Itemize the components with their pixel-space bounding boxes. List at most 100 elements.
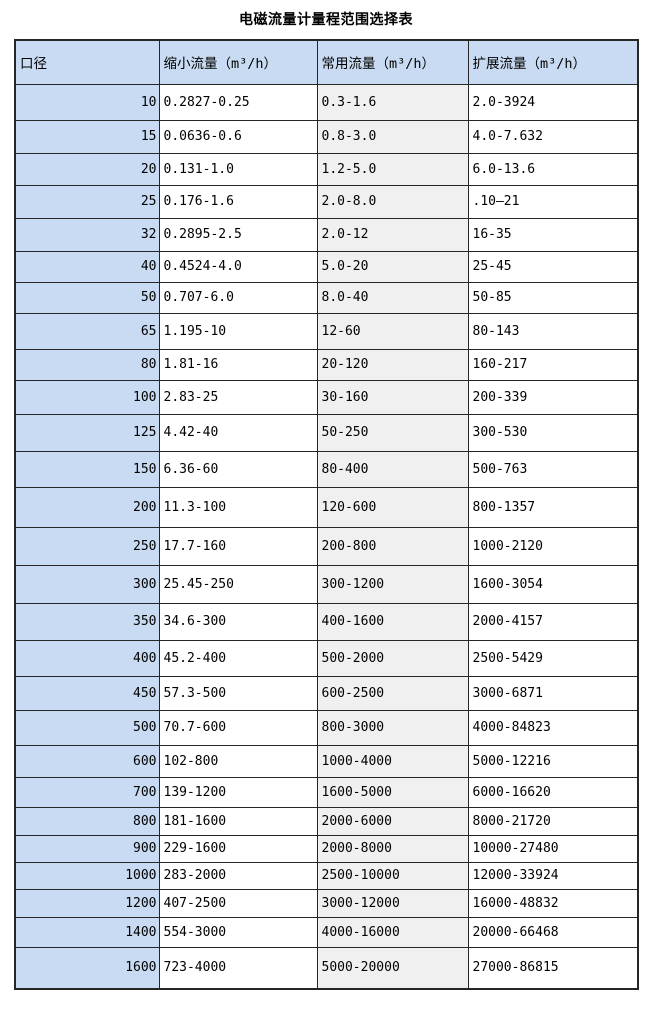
- diameter-cell: 1200: [14, 888, 160, 918]
- table-row: 150 6.36-60 80-400 500-763: [14, 450, 639, 488]
- flow-range-cell: 12-60: [316, 312, 469, 350]
- flow-range-cell: 0.176-1.6: [158, 184, 318, 219]
- table-row: 100 2.83-25 30-160 200-339: [14, 379, 639, 415]
- diameter-cell: 150: [14, 450, 160, 488]
- flow-range-cell: 1.2-5.0: [316, 152, 469, 186]
- flow-range-cell: 0.707-6.0: [158, 281, 318, 314]
- diameter-cell: 20: [14, 152, 160, 186]
- table-row: 800 181-1600 2000-6000 8000-21720: [14, 806, 639, 836]
- flow-range-cell: 0.4524-4.0: [158, 250, 318, 283]
- flow-range-cell: 300-530: [467, 413, 639, 452]
- flow-range-cell: 300-1200: [316, 564, 469, 604]
- flow-range-cell: 800-3000: [316, 709, 469, 746]
- flow-range-cell: 500-763: [467, 450, 639, 488]
- flow-range-cell: 283-2000: [158, 861, 318, 890]
- flow-range-cell: 3000-6871: [467, 675, 639, 711]
- table-row: 400 45.2-400 500-2000 2500-5429: [14, 639, 639, 677]
- flow-range-cell: 1600-3054: [467, 564, 639, 604]
- table-body: 10 0.2827-0.25 0.3-1.6 2.0-3924 15 0.0636-0.6…: [14, 83, 639, 990]
- flow-range-cell: 723-4000: [158, 946, 318, 990]
- flow-range-table: 口径 缩小流量（m³/h） 常用流量（m³/h） 扩展流量（m³/h） 10 0.282…: [14, 39, 639, 990]
- diameter-cell: 600: [14, 744, 160, 778]
- flow-range-cell: 6000-16620: [467, 776, 639, 808]
- flow-range-cell: 10000-27480: [467, 834, 639, 863]
- flow-range-cell: 16000-48832: [467, 888, 639, 918]
- flow-range-cell: 800-1357: [467, 486, 639, 528]
- flow-range-cell: 80-400: [316, 450, 469, 488]
- diameter-cell: 350: [14, 602, 160, 641]
- flow-range-cell: 4000-16000: [316, 916, 469, 948]
- diameter-cell: 500: [14, 709, 160, 746]
- flow-range-cell: 50-250: [316, 413, 469, 452]
- flow-range-cell: 16-35: [467, 217, 639, 252]
- diameter-cell: 400: [14, 639, 160, 677]
- column-header: 口径: [14, 39, 160, 85]
- table-row: 900 229-1600 2000-8000 10000-27480: [14, 834, 639, 863]
- table-row: 250 17.7-160 200-800 1000-2120: [14, 526, 639, 566]
- flow-range-cell: 25-45: [467, 250, 639, 283]
- flow-range-cell: 5.0-20: [316, 250, 469, 283]
- diameter-cell: 50: [14, 281, 160, 314]
- diameter-cell: 450: [14, 675, 160, 711]
- flow-range-cell: 2.83-25: [158, 379, 318, 415]
- flow-range-cell: 17.7-160: [158, 526, 318, 566]
- flow-range-cell: 1.195-10: [158, 312, 318, 350]
- flow-range-cell: .10—21: [467, 184, 639, 219]
- flow-range-cell: 102-800: [158, 744, 318, 778]
- flow-range-cell: 2.0-3924: [467, 83, 639, 121]
- flow-range-cell: 34.6-300: [158, 602, 318, 641]
- flow-range-cell: 160-217: [467, 348, 639, 381]
- table-row: 25 0.176-1.6 2.0-8.0.10—21: [14, 184, 639, 219]
- diameter-cell: 10: [14, 83, 160, 121]
- flow-range-cell: 70.7-600: [158, 709, 318, 746]
- flow-range-cell: 12000-33924: [467, 861, 639, 890]
- table-row: 450 57.3-500 600-2500 3000-6871: [14, 675, 639, 711]
- flow-range-cell: 1000-4000: [316, 744, 469, 778]
- flow-range-cell: 57.3-500: [158, 675, 318, 711]
- flow-range-cell: 400-1600: [316, 602, 469, 641]
- flow-range-cell: 0.131-1.0: [158, 152, 318, 186]
- table-row: 10 0.2827-0.25 0.3-1.6 2.0-3924: [14, 83, 639, 121]
- table-row: 1000 283-2000 2500-10000 12000-33924: [14, 861, 639, 890]
- table-row: 700 139-1200 1600-5000 6000-16620: [14, 776, 639, 808]
- flow-range-cell: 229-1600: [158, 834, 318, 863]
- table-row: 1400 554-3000 4000-16000 20000-66468: [14, 916, 639, 948]
- flow-range-cell: 554-3000: [158, 916, 318, 948]
- table-row: 15 0.0636-0.6 0.8-3.0 4.0-7.632: [14, 119, 639, 154]
- flow-range-cell: 600-2500: [316, 675, 469, 711]
- diameter-cell: 80: [14, 348, 160, 381]
- flow-range-cell: 11.3-100: [158, 486, 318, 528]
- flow-range-cell: 5000-12216: [467, 744, 639, 778]
- diameter-cell: 1600: [14, 946, 160, 990]
- flow-range-cell: 0.3-1.6: [316, 83, 469, 121]
- flow-range-cell: 6.0-13.6: [467, 152, 639, 186]
- table-row: 200 11.3-100 120-600 800-1357: [14, 486, 639, 528]
- diameter-cell: 1400: [14, 916, 160, 948]
- flow-range-cell: 200-800: [316, 526, 469, 566]
- flow-range-cell: 45.2-400: [158, 639, 318, 677]
- flow-range-cell: 5000-20000: [316, 946, 469, 990]
- diameter-cell: 1000: [14, 861, 160, 890]
- diameter-cell: 25: [14, 184, 160, 219]
- diameter-cell: 100: [14, 379, 160, 415]
- table-row: 300 25.45-250 300-1200 1600-3054: [14, 564, 639, 604]
- flow-range-cell: 20-120: [316, 348, 469, 381]
- table-row: 80 1.81-16 20-120 160-217: [14, 348, 639, 381]
- flow-range-cell: 3000-12000: [316, 888, 469, 918]
- flow-range-cell: 8.0-40: [316, 281, 469, 314]
- flow-range-cell: 2000-8000: [316, 834, 469, 863]
- flow-range-cell: 1600-5000: [316, 776, 469, 808]
- flow-range-cell: 4.42-40: [158, 413, 318, 452]
- table-row: 500 70.7-600 800-3000 4000-84823: [14, 709, 639, 746]
- flow-range-cell: 0.2895-2.5: [158, 217, 318, 252]
- page-title: 电磁流量计量程范围选择表: [239, 12, 413, 28]
- table-row: 600 102-800 1000-4000 5000-12216: [14, 744, 639, 778]
- flow-range-cell: 50-85: [467, 281, 639, 314]
- flow-range-cell: 27000-86815: [467, 946, 639, 990]
- table-row: 1600 723-4000 5000-20000 27000-86815: [14, 946, 639, 990]
- diameter-cell: 250: [14, 526, 160, 566]
- column-header: 常用流量（m³/h）: [316, 39, 469, 85]
- table-row: 40 0.4524-4.0 5.0-20 25-45: [14, 250, 639, 283]
- flow-range-cell: 8000-21720: [467, 806, 639, 836]
- flow-range-cell: 6.36-60: [158, 450, 318, 488]
